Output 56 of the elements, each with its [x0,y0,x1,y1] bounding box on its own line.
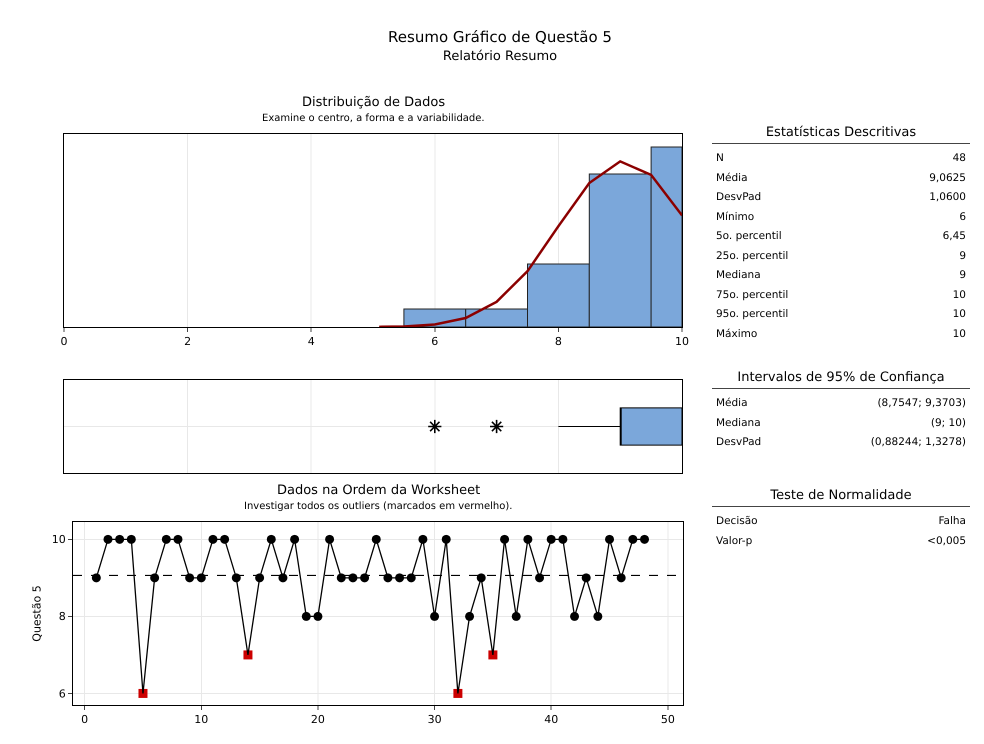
category-label: 95o. percentil [716,308,788,322]
x-tick-label: 50 [660,713,675,726]
text: <0,005 [927,534,966,546]
category-label: Mediana [716,269,761,283]
x-tick-label: 30 [428,713,442,726]
category-label: Mínimo [716,210,754,224]
text: Falha [938,515,966,527]
x-tick-label: 40 [544,713,558,726]
x-tick-label: 10 [194,713,208,726]
category-label: 25o. percentil [716,250,788,264]
y-tick-label: 6 [58,687,66,700]
text: 9 [959,250,966,262]
chart-title: Distribuição de Dados [302,95,446,110]
text: Relatório Resumo [442,49,558,64]
category-label: Valor-p [716,534,752,548]
text: 6,45 [942,230,966,242]
x-tick-label: 20 [310,713,325,726]
x-tick-label: 0 [81,713,88,726]
text: 9 [959,269,966,281]
category-label: N [716,152,724,166]
text: (8,7547; 9,3703) [877,397,966,409]
category-label: 5o. percentil [716,230,782,244]
text: 6 [959,210,966,222]
category-label: 75o. percentil [716,288,788,302]
x-tick-label: 10 [675,335,689,348]
text: 10 [952,328,966,340]
x-tick-label: 2 [184,335,192,348]
point [138,688,148,698]
text: (9; 10) [930,416,966,428]
category-label: Mediana [716,416,761,430]
category-label: DesvPad [716,436,762,450]
category-label: Máximo [716,328,758,342]
chart-title: Dados na Ordem da Worksheet [277,483,480,498]
x-tick-label: 8 [554,335,562,348]
y-tick-label: 8 [58,610,66,624]
category-label: Média [716,172,748,186]
text: 1,0600 [929,191,966,203]
x-tick-label: 4 [308,335,315,348]
text: Resumo Gráfico de Questão 5 [387,28,613,46]
chart-subtitle: Investigar todos os outliers (marcados em vermelho). [244,501,512,512]
text: 48 [952,152,966,164]
category-label: Média [716,397,748,411]
y-tick-label: 10 [52,533,66,546]
text: 10 [952,308,966,320]
text: (0,88244; 1,3278) [870,436,966,448]
x-tick-label: 6 [431,335,438,348]
x-tick-label: 0 [60,335,68,348]
y-axis-title: Questão 5 [30,585,44,642]
category-label: Decisão [716,515,758,529]
text: Intervalos de 95% de Confiança [712,370,970,389]
category-label: DesvPad [716,191,762,205]
text: 9,0625 [929,172,966,184]
chart-subtitle: Examine o centro, a forma e a variabilidade. [262,113,485,124]
text: 10 [952,288,966,300]
text: Estatísticas Descritivas [712,125,970,144]
text: Teste de Normalidade [712,488,970,507]
